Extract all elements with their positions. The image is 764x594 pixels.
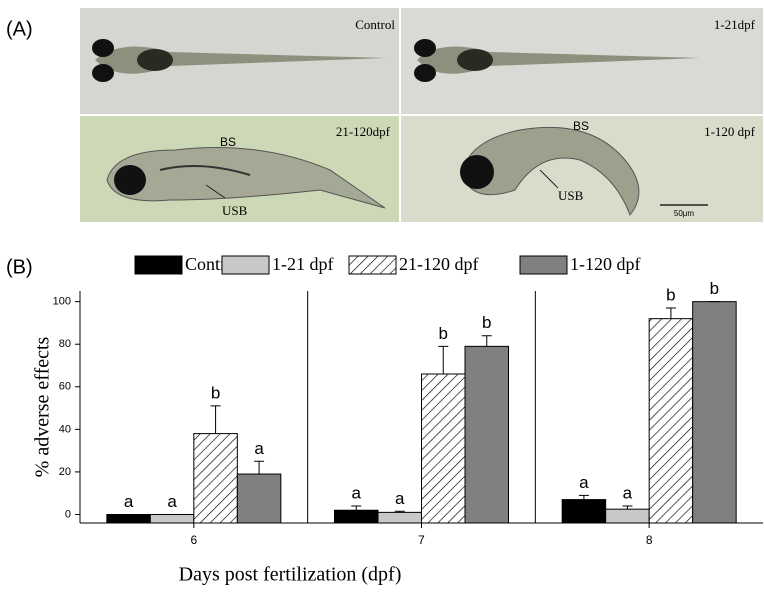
- bar: [605, 508, 650, 524]
- error-bar: [578, 494, 589, 500]
- error-bar: [665, 307, 676, 319]
- significance-letter: a: [623, 483, 633, 502]
- y-axis-title: % adverse effects: [32, 336, 54, 477]
- bar: [149, 513, 195, 524]
- significance-letter: b: [710, 279, 719, 298]
- scale-bar-label: 50μm: [674, 209, 695, 218]
- bar: [106, 513, 151, 524]
- error-bar: [481, 335, 492, 347]
- error-bar: [351, 505, 362, 511]
- image-grid: Control 1-21dpf 21-120dpf 1-120 dpf BS U…: [80, 8, 763, 222]
- y-tick-label: 60: [59, 381, 71, 393]
- bar: [421, 373, 466, 524]
- y-tick-label: 20: [59, 466, 71, 478]
- image-mark: BS: [220, 135, 236, 149]
- y-tick-label: 40: [59, 423, 71, 435]
- x-tick-label: 7: [418, 533, 425, 547]
- significance-letter: b: [666, 286, 675, 305]
- image-label: Control: [355, 17, 395, 32]
- image-mark: BS: [573, 119, 589, 133]
- bar: [692, 301, 737, 524]
- significance-letter: a: [352, 483, 362, 502]
- legend-label: 21-120 dpf: [399, 254, 479, 274]
- bar: [193, 433, 238, 524]
- bar: [377, 511, 422, 524]
- fish-image: [92, 39, 385, 82]
- error-bar: [254, 460, 265, 475]
- image-label: 1-21dpf: [714, 17, 756, 32]
- legend-label: 1-21 dpf: [272, 254, 334, 274]
- bar: [236, 473, 282, 524]
- bar: [561, 499, 607, 524]
- y-tick-label: 0: [65, 508, 71, 520]
- legend-swatch: [348, 255, 397, 275]
- error-bar: [622, 505, 633, 510]
- image-mark: USB: [222, 203, 248, 218]
- error-bar: [210, 405, 221, 434]
- significance-letter: b: [211, 383, 220, 402]
- bar: [464, 345, 509, 524]
- x-tick-label: 8: [646, 533, 653, 547]
- significance-letter: a: [167, 492, 177, 511]
- error-bar: [438, 345, 449, 375]
- x-axis-title: Days post fertilization (dpf): [179, 564, 402, 586]
- legend-swatch: [519, 255, 568, 275]
- panel-label: (A): [6, 18, 33, 40]
- image-mark: USB: [558, 188, 584, 203]
- y-tick-label: 100: [53, 296, 71, 308]
- image-label: 21-120dpf: [336, 124, 391, 139]
- legend-label: 1-120 dpf: [570, 254, 641, 274]
- error-bar: [394, 510, 405, 513]
- x-tick-label: 6: [190, 533, 197, 547]
- significance-letter: b: [439, 324, 448, 343]
- image-label: 1-120 dpf: [704, 124, 756, 139]
- significance-letter: a: [395, 489, 405, 508]
- legend-swatch: [134, 255, 183, 275]
- bar: [648, 318, 694, 524]
- y-tick-label: 80: [59, 338, 71, 350]
- fish-image: [460, 126, 708, 216]
- significance-letter: a: [124, 492, 134, 511]
- significance-letter: b: [482, 313, 491, 332]
- significance-letter: a: [579, 473, 589, 492]
- legend-swatch: [221, 255, 270, 275]
- fish-image: [106, 147, 386, 209]
- fish-image: [414, 39, 700, 82]
- bar: [334, 509, 379, 524]
- panel-label: (B): [6, 256, 33, 278]
- significance-letter: a: [254, 439, 264, 458]
